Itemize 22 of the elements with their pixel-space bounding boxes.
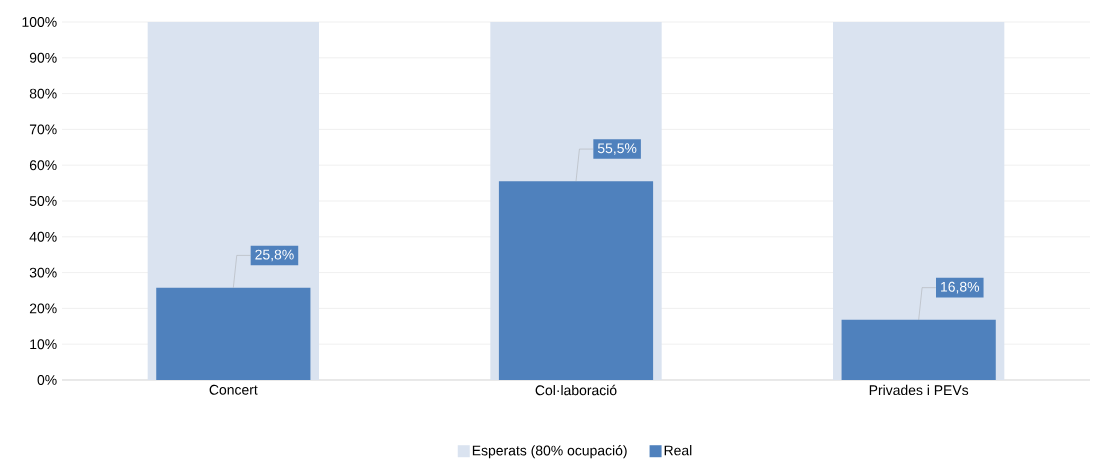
x-tick-label: Privades i PEVs: [869, 384, 969, 396]
y-tick-label: 50%: [29, 196, 57, 206]
bar: [498, 181, 654, 380]
y-tick-label: 10%: [30, 339, 57, 350]
data-label: 16,8%: [941, 281, 980, 294]
x-tick-label: Col·laboració: [535, 384, 617, 396]
y-tick-label: 90%: [29, 52, 57, 63]
y-tick-label: 40%: [29, 231, 57, 242]
y-tick-label: 30%: [29, 267, 57, 278]
x-tick-label: Concert: [209, 384, 258, 395]
bar: [156, 287, 311, 380]
legend-label: Real: [664, 445, 692, 456]
y-tick-label: 80%: [29, 88, 57, 99]
y-tick-label: 100%: [22, 17, 57, 27]
y-tick-label: 0%: [37, 375, 57, 385]
y-tick-label: 70%: [29, 124, 57, 135]
data-label: 55,5%: [597, 143, 637, 155]
legend-label: Esperats (80% ocupació): [472, 445, 627, 459]
bar: [841, 319, 996, 380]
data-label: 25,8%: [255, 249, 294, 262]
y-tick-label: 60%: [29, 160, 57, 171]
y-tick-label: 20%: [29, 303, 57, 314]
